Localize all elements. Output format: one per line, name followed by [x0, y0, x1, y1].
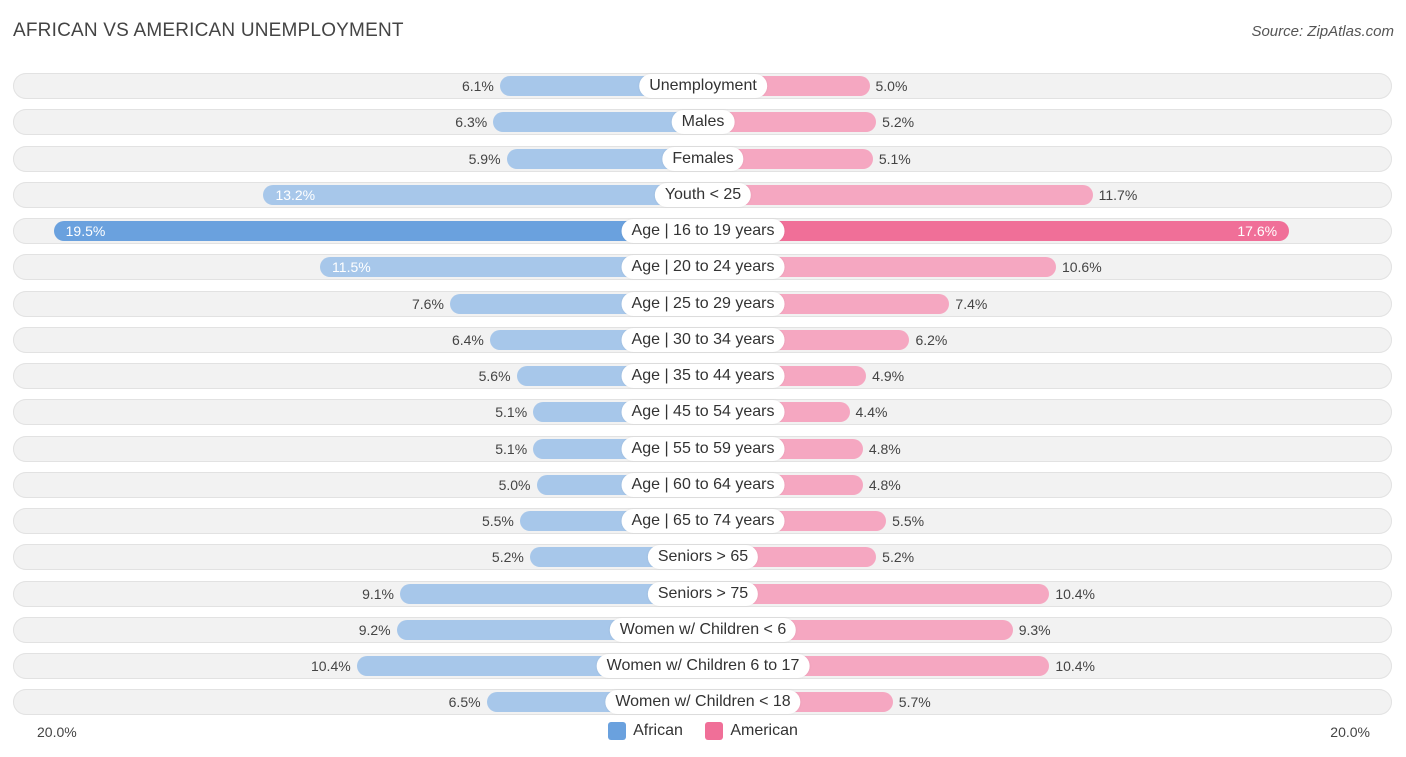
axis-left-label: 20.0%: [37, 724, 77, 740]
value-label-american: 17.6%: [1237, 223, 1278, 239]
chart-row: 5.0% 4.8% Age | 60 to 64 years: [13, 471, 1392, 498]
bar-american[interactable]: [703, 583, 1050, 604]
value-label-american: 5.5%: [892, 513, 925, 529]
bar-american[interactable]: [703, 112, 877, 133]
chart-row: 5.9% 5.1% Females: [13, 145, 1392, 172]
category-label: Seniors > 65: [647, 545, 759, 570]
value-label-african: 5.1%: [495, 404, 528, 421]
category-label: Women w/ Children < 18: [605, 690, 801, 715]
bar-african[interactable]: [399, 583, 703, 604]
legend-item-african[interactable]: African: [608, 722, 683, 740]
bar-african[interactable]: [53, 221, 703, 241]
value-label-american: 4.8%: [868, 476, 901, 493]
category-label: Age | 65 to 74 years: [621, 509, 785, 533]
bar-african[interactable]: [263, 184, 703, 205]
value-label-american: 4.8%: [868, 440, 901, 457]
category-label: Age | 35 to 44 years: [621, 364, 785, 388]
value-label-american: 5.7%: [898, 694, 931, 711]
chart-row: 11.5% 10.6% Age | 20 to 24 years: [13, 254, 1392, 281]
chart-title: AFRICAN VS AMERICAN UNEMPLOYMENT: [13, 20, 404, 41]
category-label: Women w/ Children < 6: [609, 617, 797, 642]
category-label: Males: [671, 110, 735, 135]
bar-american[interactable]: [703, 257, 1056, 278]
value-label-african: 5.0%: [498, 476, 531, 493]
value-label-african: 11.5%: [332, 259, 371, 276]
legend-swatch-american: [705, 722, 724, 740]
value-label-african: 19.5%: [65, 223, 106, 239]
bar-american[interactable]: [703, 184, 1093, 205]
value-label-american: 10.4%: [1055, 658, 1096, 674]
category-label: Youth < 25: [654, 182, 752, 207]
value-label-african: 5.5%: [481, 513, 514, 529]
value-label-american: 5.1%: [878, 150, 911, 167]
value-label-american: 7.4%: [955, 295, 988, 312]
bar-african[interactable]: [320, 257, 703, 278]
category-label: Age | 55 to 59 years: [621, 436, 785, 461]
chart-row: 10.4% 10.4% Women w/ Children 6 to 17: [13, 653, 1392, 679]
value-label-african: 5.2%: [491, 549, 524, 566]
value-label-african: 7.6%: [412, 295, 444, 312]
chart-row: 5.6% 4.9% Age | 35 to 44 years: [13, 363, 1392, 389]
bar-american[interactable]: [703, 148, 873, 169]
value-label-african: 5.1%: [495, 440, 528, 457]
bar-african[interactable]: [506, 148, 703, 169]
category-label: Age | 20 to 24 years: [621, 255, 785, 280]
chart-row: 9.1% 10.4% Seniors > 75: [13, 580, 1392, 607]
value-label-african: 5.6%: [478, 368, 511, 384]
category-label: Unemployment: [639, 74, 767, 98]
category-label: Females: [662, 146, 744, 171]
chart-row: 19.5% 17.6% Age | 16 to 19 years: [13, 218, 1392, 244]
chart-row: 6.5% 5.7% Women w/ Children < 18: [13, 689, 1392, 716]
axis-right-label: 20.0%: [1330, 724, 1370, 740]
legend-swatch-african: [608, 722, 627, 740]
chart-row: 6.3% 5.2% Males: [13, 109, 1392, 136]
chart-row: 5.1% 4.8% Age | 55 to 59 years: [13, 435, 1392, 462]
value-label-african: 10.4%: [310, 658, 351, 674]
category-label: Age | 30 to 34 years: [621, 327, 785, 352]
chart-row: 13.2% 11.7% Youth < 25: [13, 181, 1392, 208]
value-label-african: 9.1%: [362, 585, 394, 602]
value-label-american: 9.3%: [1018, 621, 1051, 638]
source-credit: Source: ZipAtlas.com: [1251, 23, 1394, 40]
value-label-american: 5.2%: [882, 114, 915, 131]
category-label: Women w/ Children 6 to 17: [596, 654, 810, 678]
value-label-american: 4.4%: [855, 404, 888, 421]
legend-label-african: African: [633, 722, 683, 739]
chart-row: 9.2% 9.3% Women w/ Children < 6: [13, 616, 1392, 643]
value-label-african: 6.3%: [455, 114, 488, 131]
value-label-american: 4.9%: [872, 368, 905, 384]
value-label-american: 6.2%: [915, 331, 948, 348]
legend: African American: [0, 722, 1406, 745]
value-label-african: 6.1%: [461, 78, 494, 94]
chart-row: 5.5% 5.5% Age | 65 to 74 years: [13, 508, 1392, 534]
chart-row: 6.4% 6.2% Age | 30 to 34 years: [13, 326, 1392, 353]
chart-row: 7.6% 7.4% Age | 25 to 29 years: [13, 290, 1392, 317]
value-label-african: 6.4%: [451, 331, 484, 348]
value-label-american: 10.4%: [1055, 585, 1096, 602]
value-label-american: 10.6%: [1061, 259, 1102, 276]
bar-african[interactable]: [493, 112, 703, 133]
chart-row: 6.1% 5.0% Unemployment: [13, 73, 1392, 99]
value-label-african: 5.9%: [468, 150, 501, 167]
category-label: Age | 60 to 64 years: [621, 472, 785, 497]
value-label-african: 6.5%: [448, 694, 481, 711]
legend-label-american: American: [730, 722, 798, 739]
value-label-african: 13.2%: [275, 186, 316, 203]
chart-row: 5.1% 4.4% Age | 45 to 54 years: [13, 399, 1392, 426]
category-label: Seniors > 75: [647, 581, 759, 606]
category-label: Age | 25 to 29 years: [621, 291, 785, 316]
category-label: Age | 45 to 54 years: [621, 400, 785, 425]
legend-item-american[interactable]: American: [705, 722, 798, 740]
bar-american[interactable]: [703, 221, 1290, 241]
chart-row: 5.2% 5.2% Seniors > 65: [13, 544, 1392, 571]
value-label-african: 9.2%: [358, 621, 391, 638]
value-label-american: 11.7%: [1098, 186, 1138, 203]
value-label-american: 5.0%: [875, 78, 908, 94]
category-label: Age | 16 to 19 years: [621, 219, 785, 243]
value-label-american: 5.2%: [882, 549, 915, 566]
